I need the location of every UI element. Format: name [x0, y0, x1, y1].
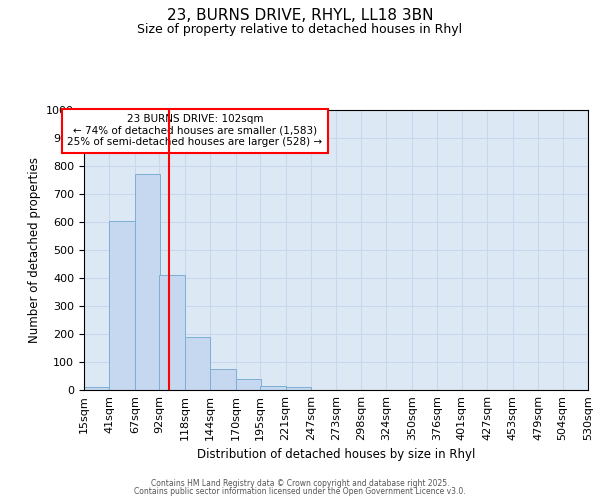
Text: Contains HM Land Registry data © Crown copyright and database right 2025.: Contains HM Land Registry data © Crown c… — [151, 478, 449, 488]
Text: 23 BURNS DRIVE: 102sqm
← 74% of detached houses are smaller (1,583)
25% of semi-: 23 BURNS DRIVE: 102sqm ← 74% of detached… — [67, 114, 322, 148]
Bar — [236, 379, 261, 390]
Text: Size of property relative to detached houses in Rhyl: Size of property relative to detached ho… — [137, 22, 463, 36]
Bar — [109, 220, 135, 390]
Bar — [84, 387, 109, 390]
Y-axis label: Number of detached properties: Number of detached properties — [28, 157, 41, 343]
Bar — [135, 174, 160, 390]
Bar — [160, 275, 185, 390]
Bar — [185, 337, 210, 390]
Bar — [260, 386, 286, 390]
Text: 23, BURNS DRIVE, RHYL, LL18 3BN: 23, BURNS DRIVE, RHYL, LL18 3BN — [167, 8, 433, 22]
X-axis label: Distribution of detached houses by size in Rhyl: Distribution of detached houses by size … — [197, 448, 475, 462]
Bar — [210, 369, 236, 390]
Bar — [286, 387, 311, 390]
Text: Contains public sector information licensed under the Open Government Licence v3: Contains public sector information licen… — [134, 487, 466, 496]
